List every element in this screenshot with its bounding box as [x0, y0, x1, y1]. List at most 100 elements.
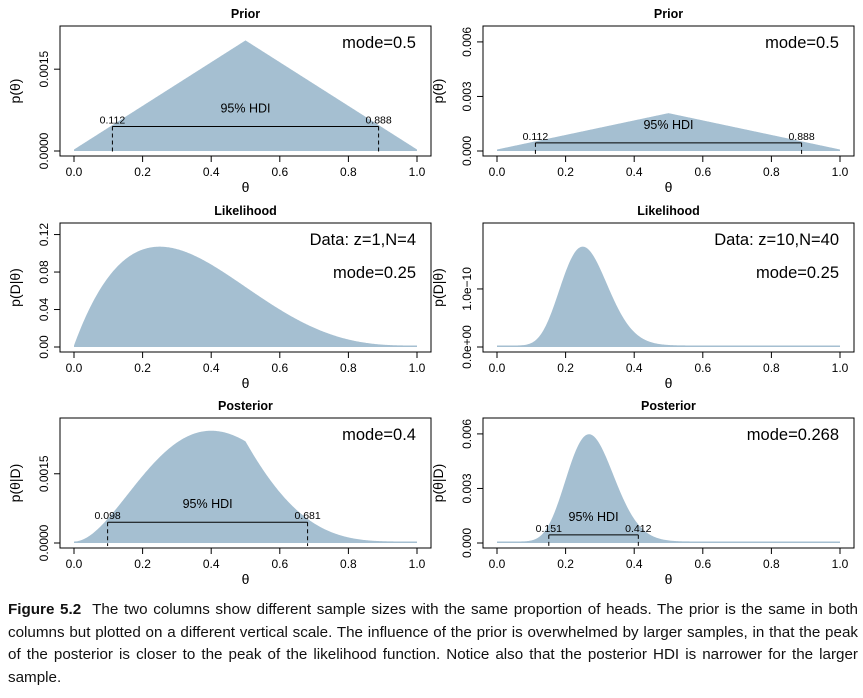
panel-posterior-left: Posterior 0.0 0.2 0.4 0.6 0.8 1.0 θ 0.0000 0.0015…	[7, 399, 432, 587]
panel-title: Likelihood	[214, 204, 277, 218]
x-tick-label: 0.2	[134, 361, 151, 375]
x-axis-label: θ	[242, 179, 250, 195]
x-tick-label: 0.6	[694, 165, 711, 179]
panel-title: Likelihood	[637, 204, 700, 218]
x-axis-label: θ	[242, 571, 250, 587]
x-tick-label: 0.8	[340, 361, 357, 375]
plot-frame	[482, 417, 855, 549]
y-tick-label: 0.0000	[37, 524, 51, 561]
density-area	[497, 434, 840, 543]
x-tick-label: 0.2	[557, 165, 574, 179]
hdi-high-value: 0.681	[294, 510, 320, 522]
x-tick-label: 0.8	[340, 557, 357, 571]
hdi-high-value: 0.888	[365, 114, 391, 126]
y-tick-label: 0.0000	[37, 132, 51, 169]
panel-likelihood-left: Likelihood 0.0 0.2 0.4 0.6 0.8 1.0 θ 0.00 0.04 0.0…	[7, 204, 432, 391]
density-area	[74, 246, 417, 347]
x-tick-label: 0.6	[694, 361, 711, 375]
x-tick-label: 0.6	[694, 557, 711, 571]
figure-caption: Figure 5.2 The two columns show differen…	[8, 599, 858, 689]
x-tick-label: 0.0	[66, 557, 83, 571]
density-area	[74, 40, 417, 151]
panel-title: Posterior	[641, 399, 696, 413]
x-tick-label: 1.0	[409, 165, 426, 179]
panel-annotation: mode=0.4	[342, 426, 416, 444]
y-tick-label: 0.006	[460, 419, 474, 449]
plot-frame	[59, 417, 432, 549]
x-tick-label: 0.6	[271, 557, 288, 571]
x-tick-label: 0.8	[340, 165, 357, 179]
panel-annotation: Data: z=1,N=4	[310, 231, 416, 249]
x-tick-label: 0.2	[134, 165, 151, 179]
y-axis-label: p(D|θ)	[430, 268, 446, 307]
x-tick-label: 0.0	[489, 165, 506, 179]
y-tick-label: 0.0e+00	[460, 325, 474, 369]
x-tick-label: 0.2	[557, 557, 574, 571]
x-tick-label: 0.0	[66, 361, 83, 375]
x-tick-label: 0.8	[763, 361, 780, 375]
x-axis-label: θ	[665, 571, 673, 587]
x-tick-label: 0.8	[763, 557, 780, 571]
panel-annotation: Data: z=10,N=40	[714, 231, 839, 249]
plot-frame	[59, 222, 432, 353]
density-area	[497, 113, 840, 151]
hdi-low-value: 0.112	[100, 114, 126, 126]
x-tick-label: 0.8	[763, 165, 780, 179]
panel-annotation: mode=0.268	[747, 426, 839, 444]
y-tick-label: 0.04	[37, 298, 51, 322]
panel-annotation: mode=0.5	[765, 34, 839, 52]
x-tick-label: 0.4	[626, 361, 643, 375]
x-tick-label: 0.0	[489, 361, 506, 375]
panel-title: Prior	[654, 7, 683, 21]
hdi-label: 95% HDI	[643, 118, 693, 132]
x-tick-label: 0.4	[626, 165, 643, 179]
x-tick-label: 0.4	[203, 557, 220, 571]
density-area	[497, 246, 840, 347]
y-tick-label: 0.003	[460, 473, 474, 503]
x-tick-label: 1.0	[832, 557, 849, 571]
x-axis-label: θ	[665, 179, 673, 195]
y-tick-label: 0.00	[37, 335, 51, 359]
y-axis-label: p(D|θ)	[7, 268, 23, 307]
x-tick-label: 0.6	[271, 165, 288, 179]
y-tick-label: 0.0015	[37, 455, 51, 492]
y-tick-label: 0.000	[460, 528, 474, 558]
panel-likelihood-right: Likelihood 0.0 0.2 0.4 0.6 0.8 1.0 θ 0.0e+00 1.0e…	[430, 204, 855, 391]
y-tick-label: 0.006	[460, 27, 474, 57]
x-tick-label: 0.6	[271, 361, 288, 375]
y-tick-label: 0.08	[37, 260, 51, 284]
y-tick-label: 1.0e−10	[460, 267, 474, 311]
hdi-high-value: 0.412	[625, 523, 651, 535]
panel-title: Posterior	[218, 399, 273, 413]
panel-annotation: mode=0.5	[342, 34, 416, 52]
x-tick-label: 0.0	[489, 557, 506, 571]
plot-frame	[482, 25, 855, 157]
y-tick-label: 0.003	[460, 81, 474, 111]
y-tick-label: 0.000	[460, 136, 474, 166]
x-tick-label: 0.2	[134, 557, 151, 571]
x-tick-label: 1.0	[409, 361, 426, 375]
plot-frame	[59, 25, 432, 157]
hdi-label: 95% HDI	[569, 510, 619, 524]
density-area	[74, 430, 417, 543]
panel-annotation: mode=0.25	[333, 264, 416, 282]
x-tick-label: 0.2	[557, 361, 574, 375]
x-tick-label: 0.0	[66, 165, 83, 179]
hdi-label: 95% HDI	[183, 497, 233, 511]
y-axis-label: p(θ|D)	[7, 464, 23, 503]
hdi-label: 95% HDI	[220, 101, 270, 115]
x-axis-label: θ	[665, 375, 673, 391]
caption-label: Figure 5.2	[8, 601, 82, 618]
panel-annotation: mode=0.25	[756, 264, 839, 282]
y-tick-label: 0.12	[37, 223, 51, 247]
y-tick-label: 0.0015	[37, 51, 51, 88]
hdi-low-value: 0.112	[523, 131, 549, 143]
x-tick-label: 1.0	[409, 557, 426, 571]
x-tick-label: 1.0	[832, 165, 849, 179]
y-axis-label: p(θ|D)	[430, 464, 446, 503]
x-tick-label: 0.4	[203, 165, 220, 179]
panel-posterior-right: Posterior 0.0 0.2 0.4 0.6 0.8 1.0 θ 0.000 0.003 0.…	[430, 399, 855, 587]
x-tick-label: 1.0	[832, 361, 849, 375]
panel-prior-left: Prior 0.0 0.2 0.4 0.6 0.8 1.0 θ 0.0000 0.0015 p(θ)…	[7, 7, 432, 195]
panel-title: Prior	[231, 7, 260, 21]
